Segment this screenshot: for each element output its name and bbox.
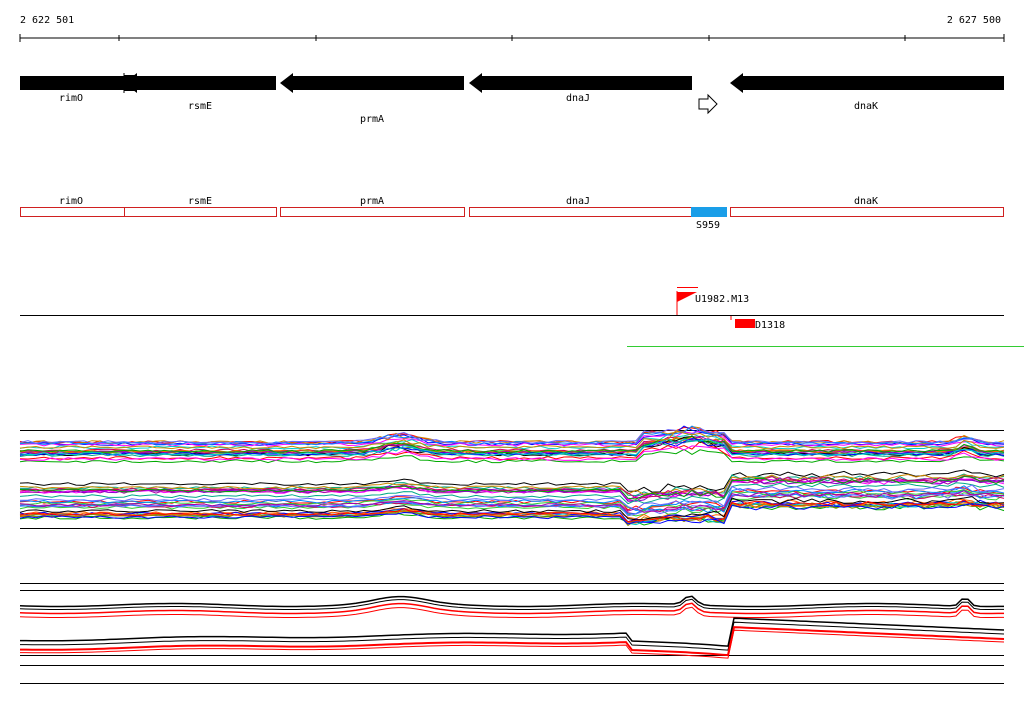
trace-line bbox=[19, 606, 1004, 618]
gene-arrow-rsmE[interactable] bbox=[124, 73, 276, 93]
trace-line bbox=[20, 621, 1005, 651]
gene-label-rimO: rimO bbox=[59, 93, 83, 104]
feature-label-U1982: U1982.M13 bbox=[695, 294, 749, 305]
annotation-box-dnaK[interactable] bbox=[730, 207, 1004, 217]
gene-arrow-head bbox=[124, 73, 137, 93]
annotation-label-dnaJ: dnaJ bbox=[566, 196, 590, 207]
feature-track: U1982.M13 D1318 bbox=[20, 287, 1024, 347]
ruler-start-label: 2 622 501 bbox=[20, 15, 74, 26]
ruler-end-label: 2 627 500 bbox=[947, 15, 1001, 26]
trace-line bbox=[19, 430, 1005, 447]
trace-line bbox=[19, 602, 1004, 615]
trace-line bbox=[20, 626, 1005, 657]
trace-line bbox=[19, 438, 1005, 457]
segment-S959[interactable] bbox=[691, 207, 727, 217]
trace-line bbox=[19, 489, 1005, 512]
coordinate-ruler: 2 622 501 2 627 500 bbox=[19, 15, 1005, 42]
gene-track: rimO rsmE prmA dnaJ dnaK bbox=[20, 73, 1004, 125]
gene-arrow-rimO[interactable] bbox=[20, 76, 124, 90]
trace-line bbox=[19, 440, 1005, 461]
multicolor-trace-panel bbox=[19, 425, 1005, 529]
trace-line bbox=[19, 490, 1004, 513]
trace-line bbox=[19, 499, 1005, 523]
gene-label-rsmE: rsmE bbox=[188, 101, 212, 112]
trace-line bbox=[19, 448, 1005, 464]
segment-label: S959 bbox=[696, 220, 720, 231]
trace-line bbox=[19, 503, 1005, 525]
trace-line bbox=[20, 617, 1005, 647]
trace-line bbox=[19, 435, 1005, 454]
gene-label-prmA: prmA bbox=[360, 114, 384, 125]
annotation-box-rsmE[interactable] bbox=[124, 207, 277, 217]
feature-flag-U1982[interactable] bbox=[677, 292, 697, 302]
gene-label-dnaK: dnaK bbox=[854, 101, 878, 112]
trace-line bbox=[19, 475, 1005, 499]
trace-line bbox=[19, 485, 1005, 512]
black-red-trace-panel bbox=[19, 583, 1005, 684]
annotation-label-rsmE: rsmE bbox=[188, 196, 212, 207]
trace-line bbox=[19, 473, 1005, 495]
gene-arrow-prmA[interactable] bbox=[280, 73, 464, 93]
trace-line bbox=[19, 436, 1005, 454]
gene-label-dnaJ: dnaJ bbox=[566, 93, 590, 104]
annotation-track: rimO rsmE prmA dnaJ dnaK S959 bbox=[20, 196, 1004, 231]
trace-line bbox=[19, 489, 1005, 515]
trace-line bbox=[19, 496, 1005, 521]
trace-line bbox=[19, 426, 1005, 445]
trace-line bbox=[19, 430, 1005, 450]
trace-line bbox=[19, 469, 1005, 493]
trace-line bbox=[19, 445, 1005, 462]
trace-line bbox=[19, 598, 1004, 610]
trace-line bbox=[19, 427, 1005, 445]
trace-line bbox=[20, 629, 1005, 659]
trace-line bbox=[19, 492, 1005, 517]
annotation-box-rimO[interactable] bbox=[20, 207, 125, 217]
annotation-label-prmA: prmA bbox=[360, 196, 384, 207]
trace-line bbox=[19, 482, 1005, 505]
gene-arrow-dnaJ[interactable] bbox=[469, 73, 692, 93]
feature-label-D1318: D1318 bbox=[755, 320, 785, 331]
small-forward-arrow[interactable] bbox=[698, 93, 718, 115]
annotation-label-dnaK: dnaK bbox=[854, 196, 878, 207]
trace-line bbox=[19, 595, 1004, 608]
trace-line bbox=[19, 475, 1005, 500]
feature-block-D1318[interactable] bbox=[735, 319, 755, 328]
annotation-label-rimO: rimO bbox=[59, 196, 83, 207]
gene-arrow-dnaK[interactable] bbox=[730, 73, 1004, 93]
annotation-box-dnaJ[interactable] bbox=[469, 207, 692, 217]
trace-line bbox=[19, 484, 1005, 510]
annotation-box-prmA[interactable] bbox=[280, 207, 465, 217]
